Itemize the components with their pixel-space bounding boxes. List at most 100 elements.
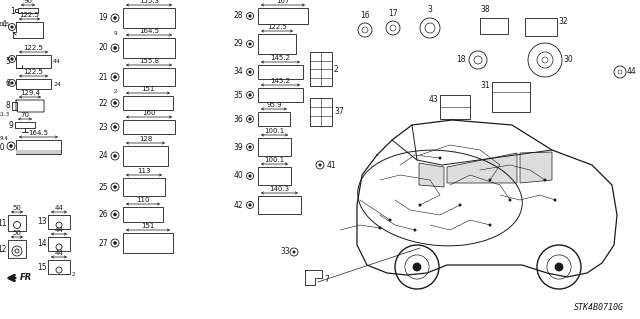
Circle shape — [319, 164, 321, 167]
Bar — [16, 79, 51, 89]
Circle shape — [488, 224, 492, 226]
Bar — [480, 18, 508, 34]
Text: 24: 24 — [53, 81, 61, 86]
Polygon shape — [419, 163, 444, 187]
Bar — [15, 9, 18, 12]
Text: 70: 70 — [20, 112, 29, 118]
Text: 44: 44 — [53, 59, 61, 64]
Circle shape — [113, 46, 117, 50]
Text: 29: 29 — [234, 40, 243, 48]
Text: 155.8: 155.8 — [139, 58, 159, 64]
Bar — [123, 233, 173, 253]
Text: 41: 41 — [327, 160, 337, 169]
Text: 40: 40 — [233, 172, 243, 181]
Bar — [123, 207, 163, 222]
Text: 129.4: 129.4 — [20, 90, 40, 96]
Text: 31: 31 — [481, 81, 490, 91]
Text: 18: 18 — [456, 56, 466, 64]
Text: 9.4: 9.4 — [0, 136, 8, 140]
Text: FR: FR — [20, 273, 32, 283]
Text: 160: 160 — [142, 110, 156, 116]
Text: 7: 7 — [324, 276, 329, 285]
Bar — [12, 102, 17, 110]
Text: 27: 27 — [99, 239, 108, 248]
Text: 128: 128 — [139, 136, 152, 142]
Text: 39: 39 — [233, 143, 243, 152]
Circle shape — [113, 154, 117, 158]
Text: 23: 23 — [99, 122, 108, 131]
Text: 14: 14 — [37, 240, 47, 249]
Text: 16: 16 — [360, 11, 370, 20]
Text: 30: 30 — [563, 56, 573, 64]
Bar — [8, 215, 26, 231]
Bar — [18, 8, 38, 13]
Text: 42: 42 — [234, 201, 243, 210]
Text: 20: 20 — [99, 43, 108, 53]
Circle shape — [113, 101, 117, 105]
Bar — [48, 215, 70, 229]
Text: 11: 11 — [0, 219, 7, 227]
Bar — [258, 167, 291, 185]
Text: 2: 2 — [334, 64, 339, 73]
Circle shape — [509, 198, 511, 202]
Circle shape — [413, 263, 421, 271]
Text: 26: 26 — [99, 210, 108, 219]
Bar — [310, 52, 332, 86]
Circle shape — [113, 185, 117, 189]
Text: 100.1: 100.1 — [264, 128, 285, 134]
Bar — [258, 65, 303, 79]
Text: 50: 50 — [13, 205, 21, 211]
Circle shape — [248, 117, 252, 121]
Text: 4: 4 — [2, 20, 7, 29]
Text: STK4B0710G: STK4B0710G — [574, 303, 624, 312]
Circle shape — [9, 144, 13, 148]
Bar — [123, 68, 175, 86]
Bar — [123, 8, 175, 28]
Text: 44: 44 — [54, 205, 63, 211]
Text: 25: 25 — [99, 182, 108, 191]
Text: 164.5: 164.5 — [139, 28, 159, 34]
Text: 28: 28 — [234, 11, 243, 20]
Text: 35: 35 — [233, 91, 243, 100]
Text: 122.5: 122.5 — [24, 69, 44, 75]
Bar — [258, 88, 303, 102]
Circle shape — [113, 125, 117, 129]
Text: 50: 50 — [13, 230, 21, 236]
Text: 1: 1 — [10, 6, 15, 16]
Circle shape — [378, 226, 381, 229]
Text: 6: 6 — [5, 79, 10, 88]
Text: 44: 44 — [54, 250, 63, 256]
Circle shape — [113, 213, 117, 216]
Text: 110: 110 — [136, 197, 150, 203]
Bar — [123, 38, 175, 58]
Polygon shape — [520, 152, 552, 183]
Text: 9: 9 — [113, 31, 116, 36]
Circle shape — [10, 57, 13, 61]
Bar — [48, 237, 70, 251]
Bar — [525, 18, 557, 36]
Circle shape — [488, 179, 492, 182]
Bar — [258, 34, 296, 54]
Bar — [258, 196, 301, 214]
Circle shape — [248, 145, 252, 149]
Text: 9: 9 — [8, 121, 13, 130]
Text: 21: 21 — [99, 72, 108, 81]
Text: 44: 44 — [54, 227, 63, 233]
Text: 151: 151 — [141, 86, 155, 92]
Text: 32: 32 — [558, 18, 568, 26]
Polygon shape — [447, 153, 517, 183]
Text: 38: 38 — [480, 5, 490, 14]
Text: 140.3: 140.3 — [269, 186, 289, 192]
Circle shape — [248, 204, 252, 207]
Circle shape — [555, 263, 563, 271]
Text: 90: 90 — [24, 0, 33, 4]
Bar — [8, 240, 26, 258]
Text: 36: 36 — [233, 115, 243, 123]
Text: 13: 13 — [37, 218, 47, 226]
Text: 24: 24 — [99, 152, 108, 160]
Text: 10: 10 — [0, 143, 5, 152]
Circle shape — [413, 228, 417, 232]
Bar — [123, 120, 175, 134]
Circle shape — [248, 42, 252, 46]
Circle shape — [113, 75, 117, 79]
